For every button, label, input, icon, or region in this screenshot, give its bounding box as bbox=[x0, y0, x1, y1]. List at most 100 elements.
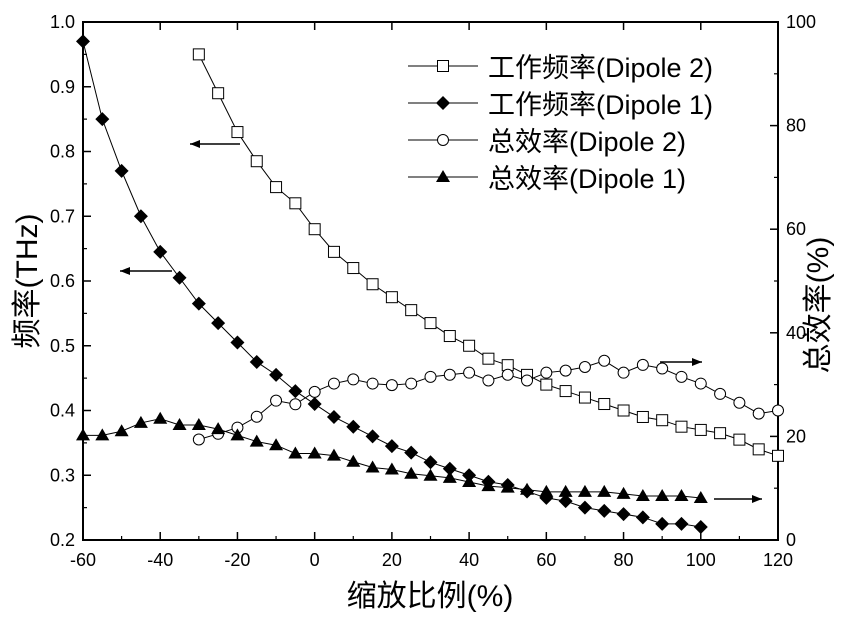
filled-triangle-marker bbox=[326, 448, 341, 461]
filled-diamond-marker bbox=[211, 316, 226, 331]
filled-diamond-marker bbox=[436, 96, 450, 110]
filled-diamond-marker bbox=[655, 516, 670, 531]
open-circle-marker bbox=[424, 370, 437, 383]
filled-diamond-marker bbox=[133, 209, 148, 224]
open-square-marker bbox=[482, 352, 495, 365]
filled-diamond-marker bbox=[365, 429, 380, 444]
open-circle-marker bbox=[327, 377, 340, 390]
open-square-marker bbox=[714, 427, 727, 440]
open-square-marker bbox=[192, 48, 205, 61]
open-circle-marker bbox=[308, 385, 321, 398]
filled-triangle-marker bbox=[365, 460, 380, 473]
open-circle-marker bbox=[289, 398, 302, 411]
y-left-tick-label: 0.9 bbox=[50, 77, 75, 97]
filled-triangle-marker bbox=[539, 484, 554, 497]
series-layer bbox=[76, 34, 784, 535]
filled-diamond-marker bbox=[191, 296, 206, 311]
filled-diamond-marker bbox=[76, 34, 90, 49]
x-axis-title: 缩放比例(%) bbox=[347, 580, 514, 613]
y-left-tick-label: 0.3 bbox=[50, 465, 75, 485]
open-circle-marker bbox=[636, 358, 649, 371]
open-square-marker bbox=[443, 330, 456, 343]
filled-triangle-marker bbox=[307, 446, 322, 459]
open-square-marker bbox=[617, 404, 630, 417]
open-circle-marker bbox=[694, 377, 707, 390]
filled-triangle-marker bbox=[404, 466, 419, 479]
filled-diamond-marker bbox=[674, 516, 689, 531]
open-circle-marker bbox=[482, 374, 495, 387]
x-tick-label: -40 bbox=[147, 550, 173, 570]
filled-diamond-marker bbox=[307, 397, 322, 412]
open-square-marker bbox=[578, 391, 591, 404]
x-tick-label: 80 bbox=[614, 550, 634, 570]
y-left-tick-label: 0.6 bbox=[50, 271, 75, 291]
filled-triangle-marker bbox=[384, 462, 399, 475]
filled-triangle-marker bbox=[133, 415, 148, 428]
legend-label: 总效率(Dipole 1) bbox=[488, 164, 686, 194]
open-circle-marker bbox=[733, 396, 746, 409]
y-axis-title-left: 频率(THz) bbox=[11, 214, 44, 349]
filled-triangle-marker bbox=[288, 446, 303, 459]
filled-diamond-marker bbox=[577, 500, 592, 515]
filled-triangle-marker bbox=[558, 484, 573, 497]
filled-triangle-marker bbox=[520, 482, 535, 495]
x-tick-label: 20 bbox=[382, 550, 402, 570]
filled-diamond-marker bbox=[95, 112, 110, 127]
arrow-head bbox=[190, 140, 200, 148]
open-square-marker bbox=[656, 414, 669, 427]
open-square-marker bbox=[733, 433, 746, 446]
filled-triangle-marker bbox=[693, 491, 708, 504]
series-line bbox=[198, 360, 779, 440]
open-circle-marker bbox=[617, 366, 630, 379]
y-right-tick-label: 100 bbox=[786, 12, 816, 32]
legend-entry: 总效率(Dipole 2) bbox=[408, 127, 686, 157]
open-square-marker bbox=[424, 317, 437, 330]
filled-diamond-marker bbox=[230, 335, 245, 350]
open-square-marker bbox=[385, 291, 398, 304]
axis-indicator-arrow bbox=[660, 358, 702, 366]
axis-indicator-arrow bbox=[190, 140, 240, 148]
open-square-marker bbox=[463, 339, 476, 352]
open-square-marker bbox=[308, 223, 321, 236]
open-circle-marker bbox=[714, 387, 727, 400]
filled-diamond-marker bbox=[404, 445, 419, 460]
open-square-marker bbox=[598, 398, 611, 411]
series-1 bbox=[192, 48, 784, 462]
axis-arrows bbox=[120, 140, 762, 503]
y-axis-title-right: 总效率(%) bbox=[802, 237, 835, 374]
filled-diamond-marker bbox=[423, 455, 438, 470]
arrow-head bbox=[752, 495, 762, 503]
open-circle-marker bbox=[598, 354, 611, 367]
filled-diamond-marker bbox=[346, 419, 361, 434]
open-circle-marker bbox=[270, 394, 283, 407]
open-square-marker bbox=[559, 385, 572, 398]
filled-diamond-marker bbox=[616, 507, 631, 522]
open-square-marker bbox=[772, 449, 784, 462]
y-left-tick-label: 0.4 bbox=[50, 401, 75, 421]
open-circle-marker bbox=[385, 379, 398, 392]
open-square-marker bbox=[289, 197, 302, 210]
axis-indicator-arrow bbox=[120, 267, 172, 275]
filled-triangle-marker bbox=[153, 411, 168, 424]
x-tick-label: -20 bbox=[224, 550, 250, 570]
filled-triangle-marker bbox=[249, 434, 264, 447]
open-square-marker bbox=[540, 378, 553, 391]
y-left-tick-label: 0.8 bbox=[50, 142, 75, 162]
filled-triangle-marker bbox=[635, 488, 650, 501]
axes: -60 -40 -20 0 20 40 60 80 100 120 0.2 0.3 0.4 0.5 0.6 0… bbox=[50, 12, 816, 570]
y-right-tick-label: 20 bbox=[786, 426, 806, 446]
filled-diamond-marker bbox=[597, 503, 612, 518]
filled-triangle-marker bbox=[114, 424, 129, 437]
filled-diamond-marker bbox=[153, 244, 168, 259]
x-tick-label: 40 bbox=[459, 550, 479, 570]
legend-entry: 总效率(Dipole 1) bbox=[408, 164, 686, 194]
open-square-marker bbox=[270, 181, 283, 194]
filled-triangle-marker bbox=[436, 170, 450, 182]
filled-triangle-marker bbox=[269, 438, 284, 451]
y-right-tick-label: 80 bbox=[786, 116, 806, 136]
x-tick-label: 100 bbox=[686, 550, 716, 570]
filled-triangle-marker bbox=[211, 422, 226, 435]
filled-triangle-marker bbox=[423, 468, 438, 481]
y-left-tick-label: 0.2 bbox=[50, 530, 75, 550]
